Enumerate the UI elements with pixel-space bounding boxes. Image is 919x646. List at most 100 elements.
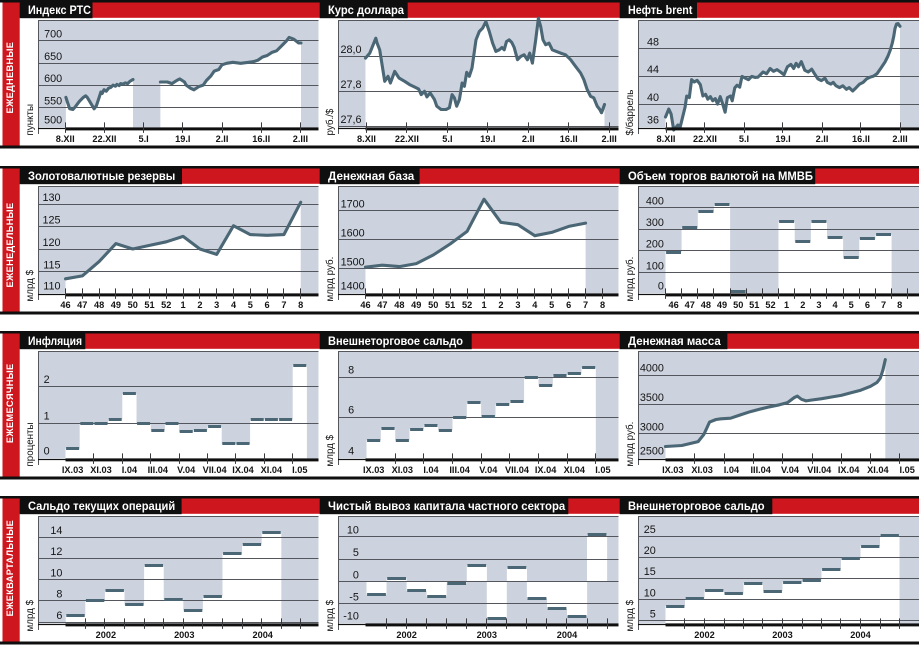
svg-text:I.05: I.05 <box>292 464 307 474</box>
svg-text:млрд $: млрд $ <box>25 269 36 301</box>
svg-text:8: 8 <box>897 299 902 309</box>
svg-text:I.05: I.05 <box>900 464 915 474</box>
svg-text:4000: 4000 <box>640 362 664 374</box>
svg-text:млрд $: млрд $ <box>325 599 336 631</box>
svg-text:10: 10 <box>347 524 359 536</box>
svg-text:5: 5 <box>849 299 854 309</box>
svg-text:Чистый вывоз капитала частного: Чистый вывоз капитала частного сектора <box>328 500 566 512</box>
svg-text:3: 3 <box>515 299 520 309</box>
svg-text:19.I: 19.I <box>480 134 495 144</box>
svg-text:47: 47 <box>377 299 387 309</box>
svg-text:1: 1 <box>44 410 50 422</box>
svg-text:VII.04: VII.04 <box>505 464 530 474</box>
svg-text:50: 50 <box>733 299 743 309</box>
svg-text:2002: 2002 <box>396 629 416 639</box>
svg-text:Инфляция: Инфляция <box>28 335 82 347</box>
svg-text:IX.04: IX.04 <box>535 464 557 474</box>
svg-text:500: 500 <box>44 115 62 127</box>
svg-text:4: 4 <box>532 299 538 309</box>
svg-text:2004: 2004 <box>850 629 871 639</box>
svg-text:-10: -10 <box>343 610 359 622</box>
svg-text:48: 48 <box>647 37 659 49</box>
svg-text:7: 7 <box>881 299 886 309</box>
svg-text:25: 25 <box>644 523 656 535</box>
svg-text:4: 4 <box>348 445 354 457</box>
svg-text:XI.04: XI.04 <box>261 464 283 474</box>
svg-text:0: 0 <box>44 445 50 457</box>
svg-text:VII.04: VII.04 <box>807 464 832 474</box>
svg-text:XI.03: XI.03 <box>691 464 712 474</box>
svg-text:проценты: проценты <box>25 422 36 466</box>
svg-text:10: 10 <box>644 587 656 599</box>
svg-text:IX.03: IX.03 <box>662 464 683 474</box>
svg-text:650: 650 <box>44 51 62 63</box>
svg-text:Сальдо текущих операций: Сальдо текущих операций <box>28 500 175 512</box>
svg-text:III.04: III.04 <box>750 464 771 474</box>
svg-text:3500: 3500 <box>640 392 664 404</box>
svg-text:Объем торгов валютой на ММВБ: Объем торгов валютой на ММВБ <box>628 170 813 182</box>
svg-text:XI.04: XI.04 <box>564 464 586 474</box>
svg-text:V.04: V.04 <box>177 464 196 474</box>
svg-text:550: 550 <box>44 96 62 108</box>
svg-text:52: 52 <box>462 299 472 309</box>
svg-text:XI.03: XI.03 <box>90 464 111 474</box>
svg-text:1700: 1700 <box>341 198 365 210</box>
svg-text:27,6: 27,6 <box>340 114 361 126</box>
svg-text:6: 6 <box>56 609 62 621</box>
svg-text:2: 2 <box>44 374 50 386</box>
svg-text:Индекс РТС: Индекс РТС <box>28 5 91 17</box>
svg-text:2.III: 2.III <box>293 134 308 144</box>
svg-text:15: 15 <box>644 566 656 578</box>
svg-text:28,0: 28,0 <box>340 44 361 56</box>
svg-text:Золотовалютные резервы: Золотовалютные резервы <box>28 170 175 182</box>
svg-text:300: 300 <box>646 217 664 229</box>
svg-text:100: 100 <box>646 260 664 272</box>
svg-text:52: 52 <box>765 299 775 309</box>
svg-text:ЕЖЕНЕДЕЛЬНЫЕ: ЕЖЕНЕДЕЛЬНЫЕ <box>5 202 15 287</box>
svg-text:700: 700 <box>44 29 62 41</box>
svg-text:пункты: пункты <box>25 104 36 136</box>
svg-text:IX.03: IX.03 <box>363 464 384 474</box>
svg-text:8: 8 <box>56 588 62 600</box>
svg-text:млрд $: млрд $ <box>25 599 36 631</box>
svg-text:49: 49 <box>111 299 121 309</box>
svg-text:47: 47 <box>77 299 87 309</box>
svg-text:400: 400 <box>646 195 664 207</box>
svg-text:Нефть brent: Нефть brent <box>628 5 693 17</box>
svg-text:IX.04: IX.04 <box>838 464 860 474</box>
svg-text:49: 49 <box>717 299 727 309</box>
svg-text:8: 8 <box>348 364 354 376</box>
svg-text:50: 50 <box>128 299 138 309</box>
svg-text:120: 120 <box>42 237 60 249</box>
svg-text:2.II: 2.II <box>522 134 535 144</box>
svg-text:руб./$: руб./$ <box>325 108 336 135</box>
svg-text:-5: -5 <box>349 591 359 603</box>
svg-text:Денежная масса: Денежная масса <box>628 335 721 347</box>
svg-text:0: 0 <box>658 280 664 292</box>
svg-text:200: 200 <box>646 238 664 250</box>
svg-text:Курс доллара: Курс доллара <box>328 5 405 17</box>
svg-text:47: 47 <box>685 299 695 309</box>
svg-text:12: 12 <box>50 546 62 558</box>
svg-text:5: 5 <box>353 546 359 558</box>
svg-text:XI.03: XI.03 <box>392 464 413 474</box>
svg-text:52: 52 <box>161 299 171 309</box>
svg-text:1: 1 <box>481 299 486 309</box>
svg-text:46: 46 <box>60 299 70 309</box>
svg-text:млрд руб.: млрд руб. <box>625 421 636 466</box>
svg-text:19.I: 19.I <box>175 134 190 144</box>
svg-text:2: 2 <box>498 299 503 309</box>
svg-text:3: 3 <box>816 299 821 309</box>
svg-text:2002: 2002 <box>96 629 116 639</box>
svg-text:16.II: 16.II <box>252 134 270 144</box>
svg-text:Внешнеторговое сальдо: Внешнеторговое сальдо <box>328 335 463 347</box>
svg-text:51: 51 <box>144 299 154 309</box>
svg-text:2.III: 2.III <box>602 134 617 144</box>
svg-text:2500: 2500 <box>640 445 664 457</box>
svg-text:130: 130 <box>42 191 60 203</box>
svg-text:8.XII: 8.XII <box>657 134 676 144</box>
svg-text:ЕЖЕДНЕВНЫЕ: ЕЖЕДНЕВНЫЕ <box>5 42 15 114</box>
svg-text:16.II: 16.II <box>560 134 578 144</box>
svg-text:ЕЖЕМЕСЯЧНЫЕ: ЕЖЕМЕСЯЧНЫЕ <box>5 363 15 443</box>
svg-text:115: 115 <box>43 259 60 271</box>
